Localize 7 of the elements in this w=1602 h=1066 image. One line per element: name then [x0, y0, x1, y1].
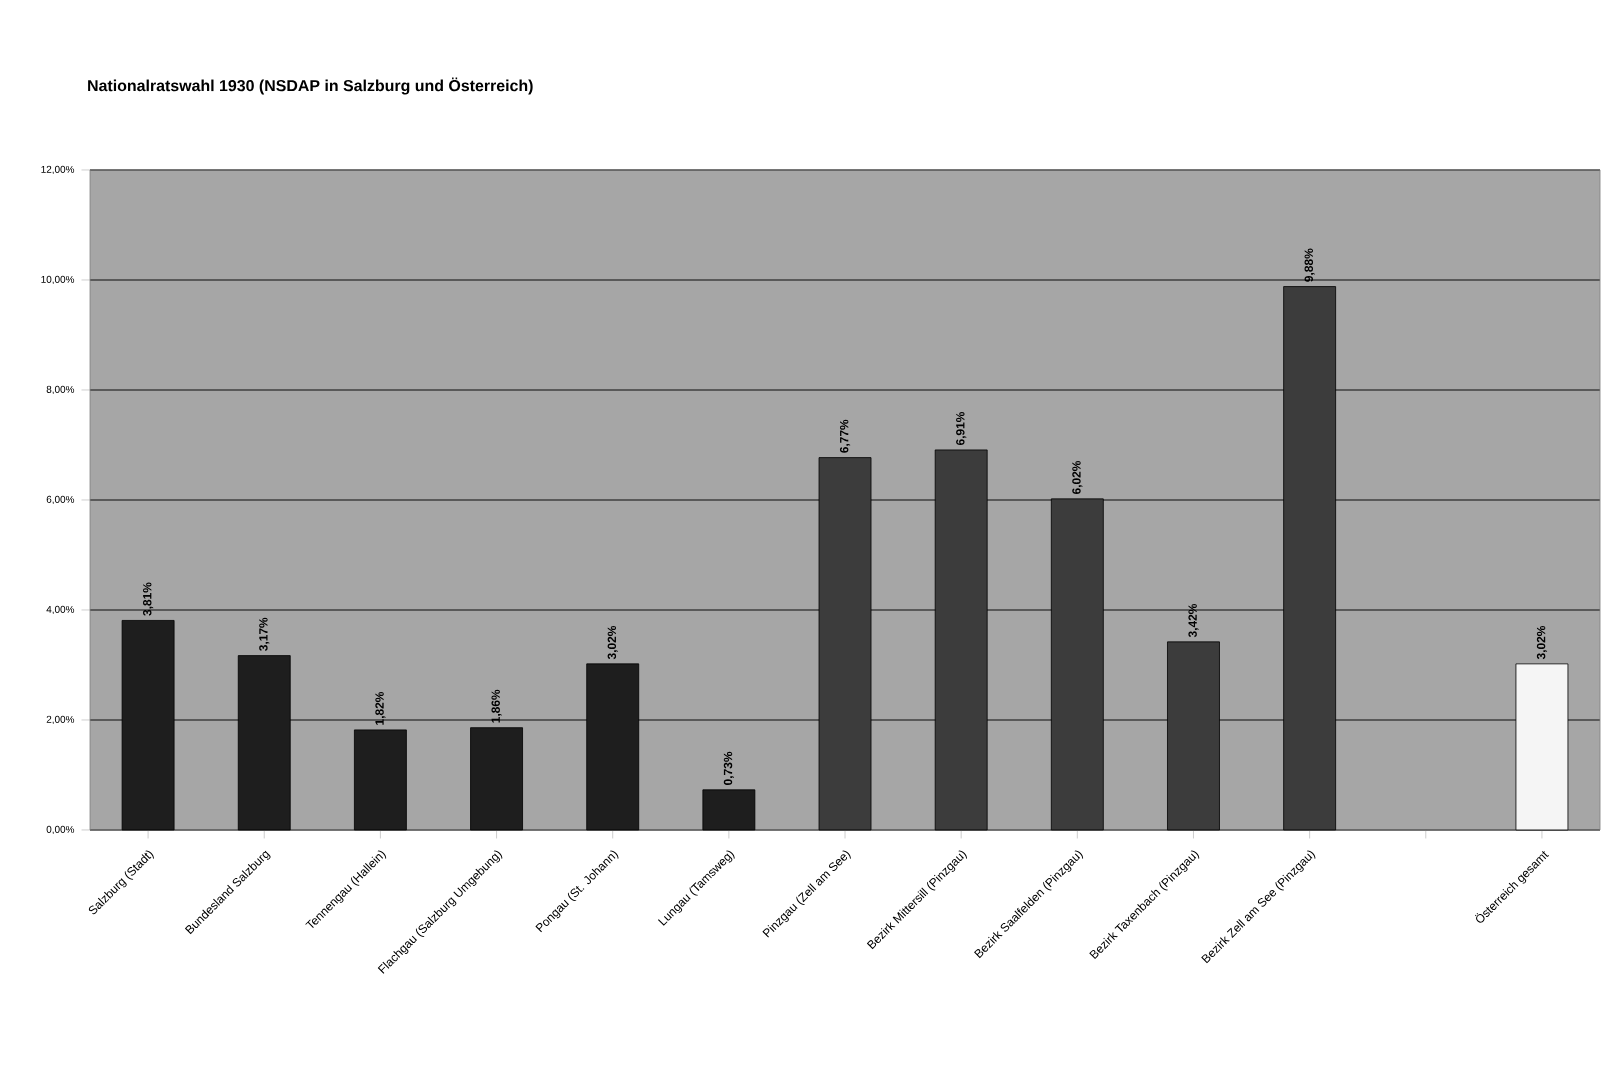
bar	[237, 655, 291, 831]
bar	[702, 789, 756, 831]
bar	[1515, 663, 1569, 831]
bar	[121, 620, 175, 831]
bar	[586, 663, 640, 831]
bar	[354, 729, 407, 831]
bar	[470, 727, 523, 831]
